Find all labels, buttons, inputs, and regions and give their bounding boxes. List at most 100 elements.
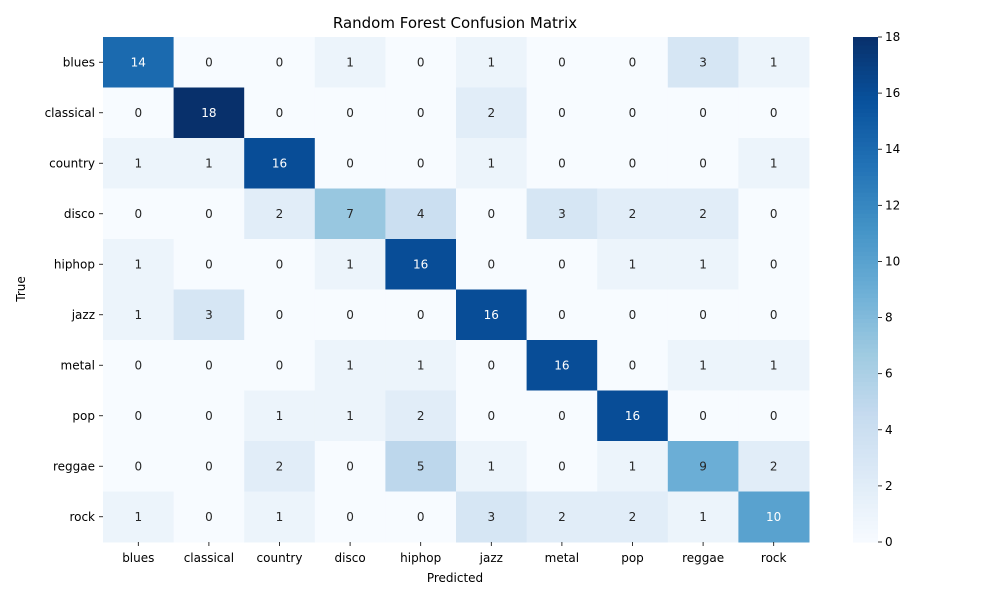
cell-value-label: 7	[346, 207, 354, 221]
cell-value-label: 1	[770, 55, 778, 69]
cell-value-label: 1	[487, 55, 495, 69]
cell-value-label: 16	[625, 409, 640, 423]
x-axis-label: Predicted	[427, 571, 483, 585]
heatmap-cell	[385, 289, 457, 341]
cell-value-label: 0	[487, 207, 495, 221]
cell-value-label: 1	[629, 257, 637, 271]
y-axis-label: True	[14, 276, 28, 303]
cell-value-label: 0	[134, 207, 142, 221]
colorbar-segment	[853, 533, 878, 539]
colorbar-segment	[853, 91, 878, 97]
x-tick-label: classical	[184, 551, 234, 565]
heatmap-cell	[244, 441, 316, 492]
colorbar-segment	[853, 453, 878, 459]
cell-value-label: 1	[699, 358, 707, 372]
heatmap-cell	[314, 491, 386, 543]
cell-value-label: 1	[134, 308, 142, 322]
heatmap-cell	[667, 441, 739, 492]
x-tick-label: blues	[122, 551, 154, 565]
y-tick-label: reggae	[53, 459, 95, 473]
heatmap-cell	[526, 289, 598, 341]
colorbar-segment	[853, 335, 878, 341]
cell-value-label: 1	[134, 257, 142, 271]
cell-value-label: 0	[487, 257, 495, 271]
cell-value-label: 1	[346, 358, 354, 372]
cell-value-label: 1	[770, 156, 778, 170]
y-tick-label: classical	[45, 106, 95, 120]
cell-value-label: 0	[276, 308, 284, 322]
colorbar-tick-label: 4	[885, 423, 893, 437]
colorbar-segment	[853, 520, 878, 526]
colorbar-segment	[853, 66, 878, 72]
y-tick-label: hiphop	[54, 257, 95, 271]
heatmap-cell	[667, 340, 739, 391]
cell-value-label: 0	[699, 156, 707, 170]
heatmap-cell	[738, 239, 810, 290]
cell-value-label: 0	[629, 156, 637, 170]
heatmap-cell	[244, 289, 316, 341]
heatmap-cell	[314, 239, 386, 290]
cell-value-label: 3	[558, 207, 566, 221]
heatmap-cell	[103, 340, 175, 391]
y-tick-label: disco	[64, 207, 95, 221]
colorbar-segment	[853, 323, 878, 328]
colorbar-segment	[853, 255, 878, 261]
heatmap-cell	[103, 239, 175, 290]
heatmap-cell	[314, 340, 386, 391]
colorbar-segment	[853, 432, 878, 438]
cell-value-label: 2	[487, 106, 495, 120]
heatmap-cells	[103, 37, 810, 543]
cell-value-label: 0	[770, 308, 778, 322]
colorbar-segment	[853, 146, 878, 152]
cell-value-label: 14	[131, 55, 146, 69]
colorbar-segment	[853, 508, 878, 514]
y-tick-label: jazz	[71, 308, 95, 322]
colorbar-segment	[853, 369, 878, 375]
cell-value-label: 0	[558, 156, 566, 170]
heatmap-cell	[597, 441, 669, 492]
colorbar-segment	[853, 394, 878, 400]
heatmap-cell	[597, 239, 669, 290]
cell-value-label: 16	[413, 257, 428, 271]
cell-value-label: 2	[558, 510, 566, 524]
y-tick-label: rock	[69, 510, 95, 524]
colorbar-segment	[853, 499, 878, 505]
colorbar-segment	[853, 331, 878, 337]
cell-value-label: 0	[629, 358, 637, 372]
colorbar-segment	[853, 205, 878, 211]
cell-value-label: 10	[766, 510, 781, 524]
cell-value-label: 2	[699, 207, 707, 221]
cell-value-label: 0	[629, 106, 637, 120]
heatmap-cell	[526, 87, 598, 139]
heatmap-cell	[103, 87, 175, 139]
chart-title: Random Forest Confusion Matrix	[333, 14, 577, 32]
cell-value-label: 0	[699, 409, 707, 423]
cell-value-label: 2	[417, 409, 425, 423]
cell-value-label: 0	[205, 55, 213, 69]
cell-value-label: 18	[201, 106, 216, 120]
colorbar-segment	[853, 525, 878, 530]
heatmap-cell	[173, 239, 245, 290]
cell-value-label: 0	[417, 106, 425, 120]
colorbar-segment	[853, 45, 878, 51]
heatmap-cell	[667, 390, 739, 442]
cell-value-label: 5	[417, 459, 425, 473]
colorbar-segment	[853, 268, 878, 274]
heatmap-cell	[526, 138, 598, 189]
cell-value-label: 0	[205, 257, 213, 271]
cell-value-label: 0	[699, 106, 707, 120]
heatmap-cell	[314, 138, 386, 189]
colorbar-segment	[853, 411, 878, 417]
colorbar-segment	[853, 163, 878, 169]
cell-value-label: 0	[770, 106, 778, 120]
colorbar-tick-label: 16	[885, 86, 900, 100]
heatmap-cell	[738, 188, 810, 240]
x-tick-label: metal	[545, 551, 579, 565]
cell-value-label: 0	[346, 459, 354, 473]
cell-value-label: 0	[276, 55, 284, 69]
cell-value-label: 1	[134, 156, 142, 170]
cell-value-label: 1	[134, 510, 142, 524]
heatmap-cell	[526, 340, 598, 391]
heatmap-cell	[173, 37, 245, 88]
colorbar-segment	[853, 53, 878, 59]
